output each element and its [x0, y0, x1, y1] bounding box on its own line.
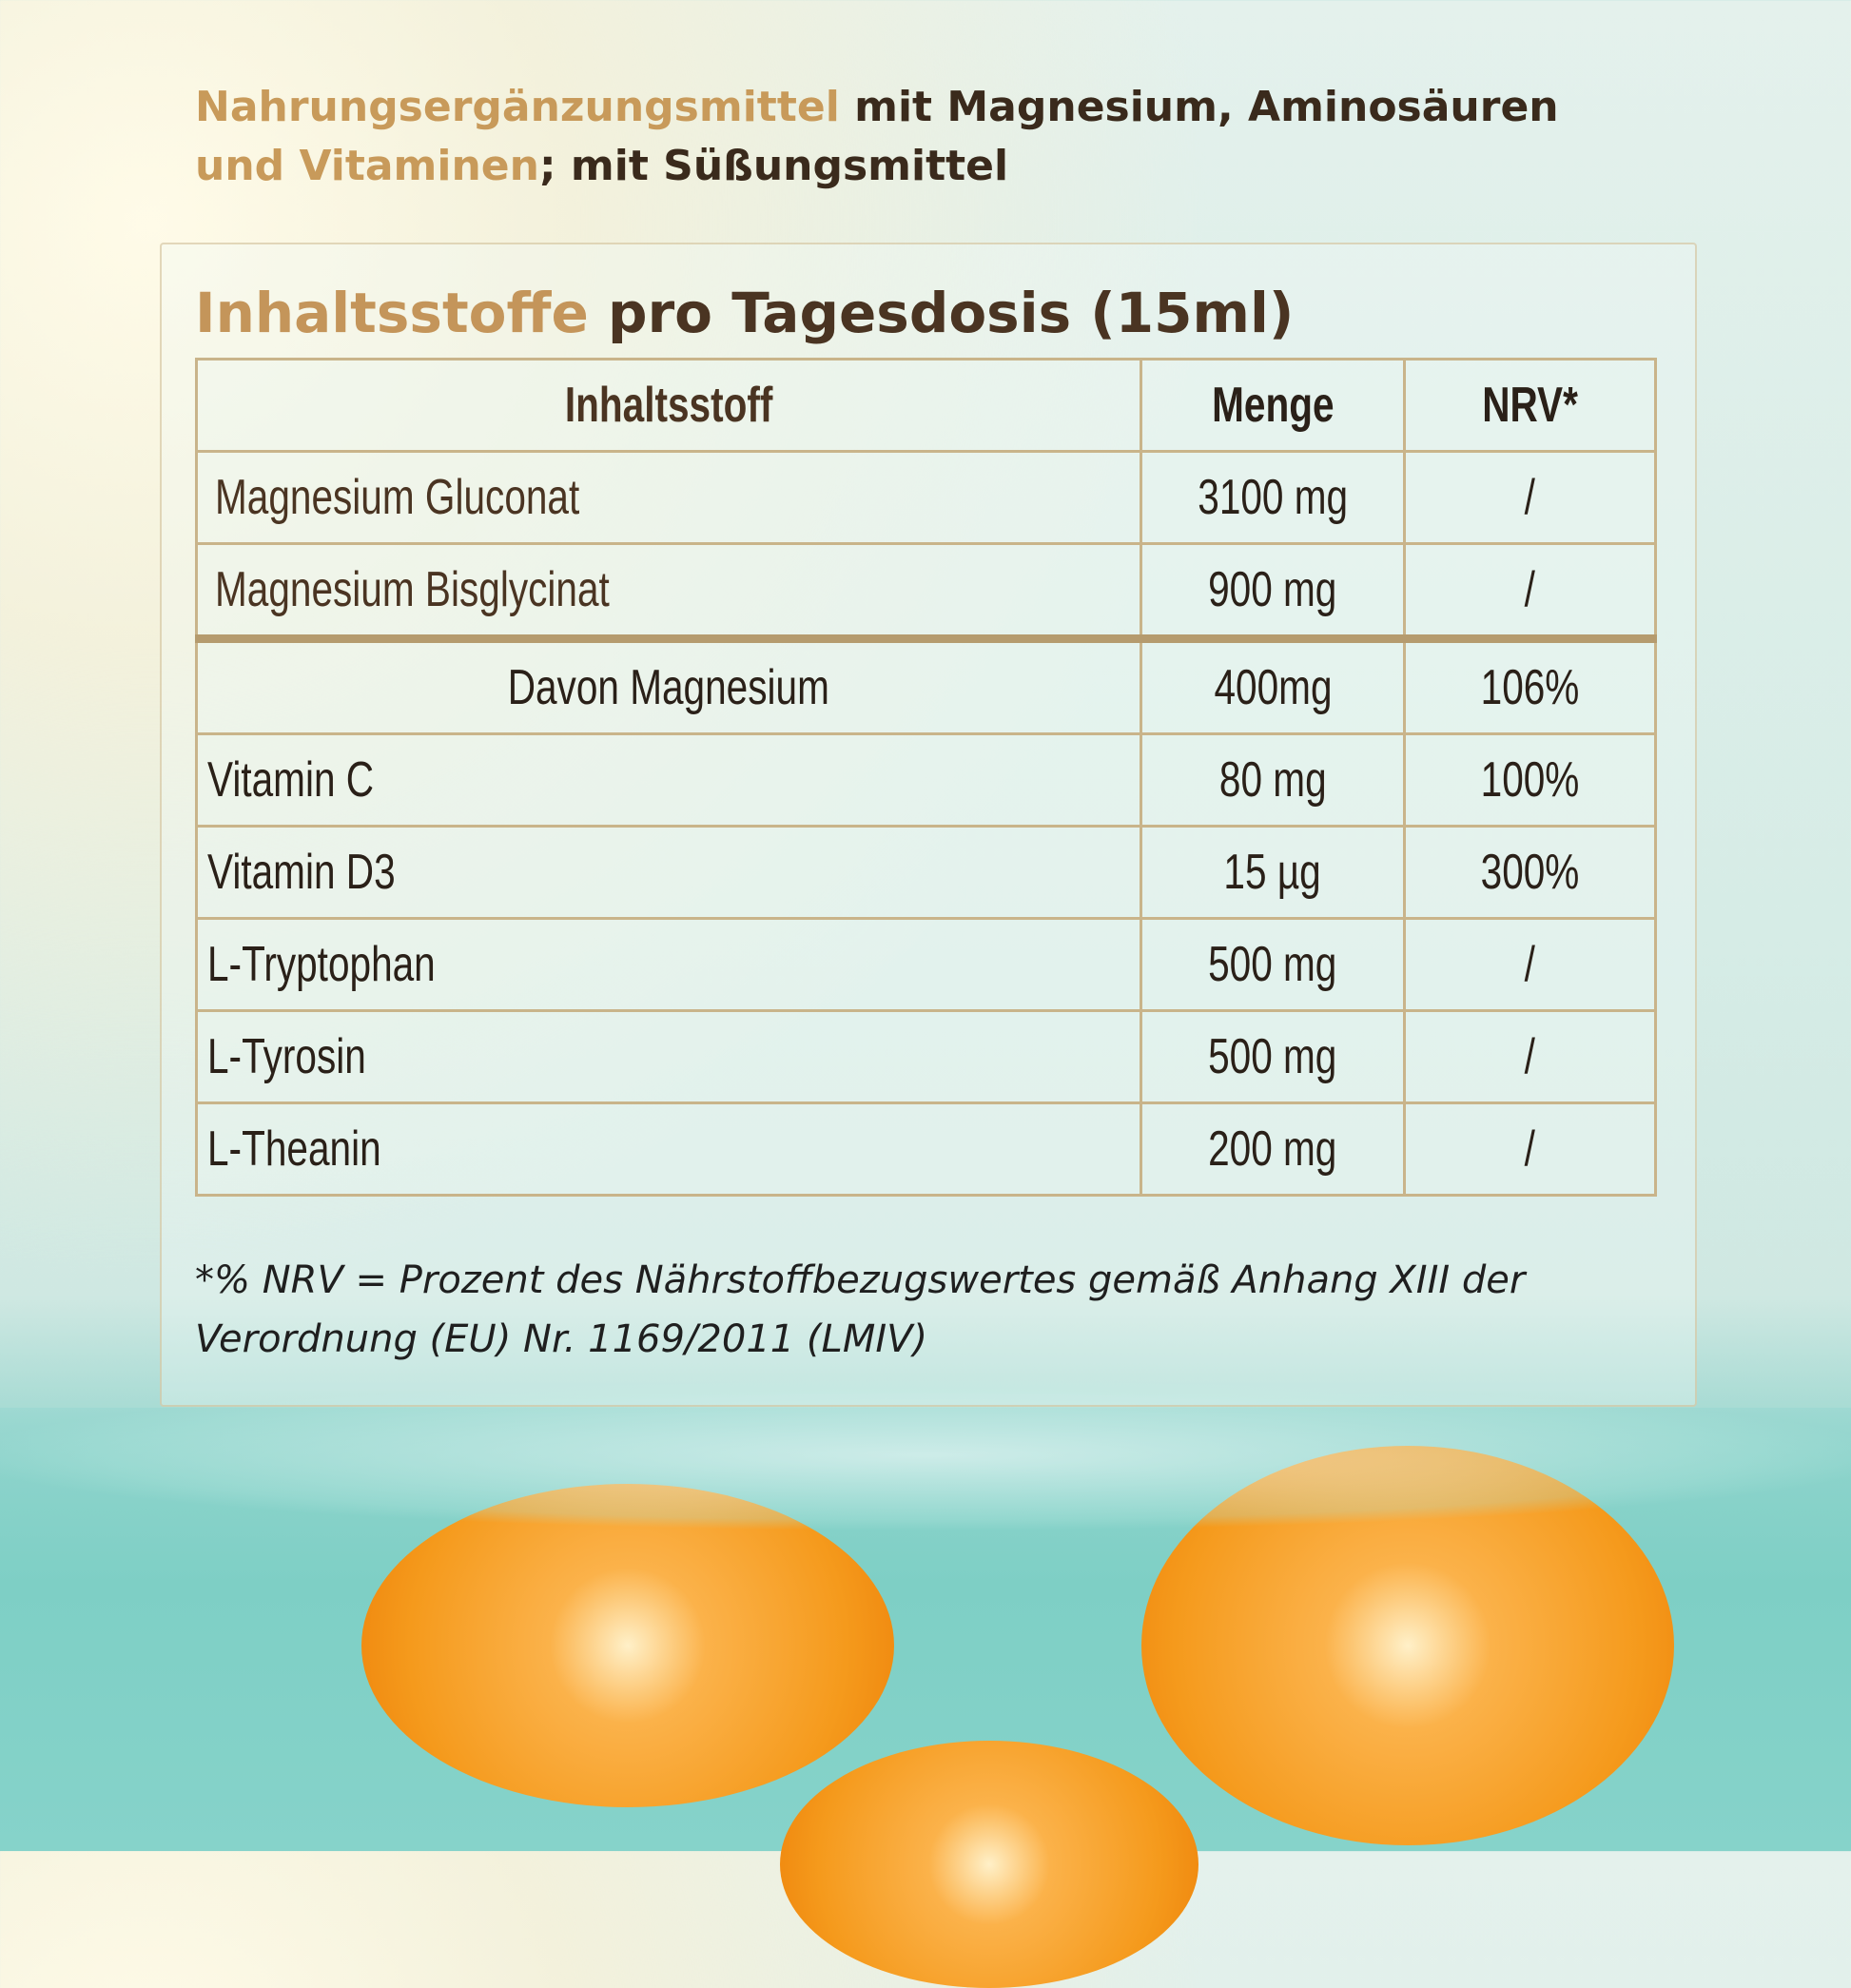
- table-header-row: Inhaltsstoff Menge NRV*: [195, 358, 1657, 453]
- ingredient-nrv: /: [1403, 542, 1657, 640]
- table-row: Vitamin D3 15 µg 300%: [195, 825, 1657, 920]
- table-row: L-Theanin 200 mg /: [195, 1101, 1657, 1197]
- ingredient-amount: 500 mg: [1139, 1009, 1407, 1104]
- ingredient-amount: 200 mg: [1139, 1101, 1407, 1197]
- title-dark-2: ; mit Süßungsmittel: [538, 142, 1009, 190]
- product-description: Nahrungsergänzungsmittel mit Magnesium, …: [195, 78, 1622, 196]
- table-heading: Inhaltsstoffe pro Tagesdosis (15ml): [195, 281, 1294, 345]
- water-wave: [0, 1379, 1851, 1531]
- ingredient-nrv: /: [1403, 450, 1657, 545]
- table-row: L-Tyrosin 500 mg /: [195, 1009, 1657, 1104]
- ingredient-name: L-Theanin: [195, 1101, 1142, 1197]
- ingredients-table: Inhaltsstoff Menge NRV* Magnesium Glucon…: [195, 358, 1657, 1197]
- table-row: Magnesium Bisglycinat 900 mg /: [195, 542, 1657, 640]
- ingredient-amount: 15 µg: [1139, 825, 1407, 920]
- orange-slice-bottom: [780, 1741, 1198, 1988]
- header-ingredient: Inhaltsstoff: [195, 358, 1142, 453]
- ingredient-nrv: /: [1403, 1101, 1657, 1197]
- ingredient-name: Davon Magnesium: [195, 634, 1142, 735]
- table-row: L-Tryptophan 500 mg /: [195, 917, 1657, 1012]
- title-gold-1: Nahrungsergänzungsmittel: [195, 83, 840, 131]
- ingredient-name: Magnesium Bisglycinat: [195, 542, 1142, 640]
- ingredient-nrv: 106%: [1403, 634, 1657, 735]
- table-row: Davon Magnesium 400mg 106%: [195, 634, 1657, 735]
- title-gold-2: und Vitaminen: [195, 142, 539, 190]
- heading-gold: Inhaltsstoffe: [195, 281, 589, 345]
- footnote: *% NRV = Prozent des Nährstoffbezugswert…: [195, 1258, 1526, 1361]
- ingredient-name: Vitamin C: [195, 732, 1142, 828]
- ingredient-amount: 80 mg: [1139, 732, 1407, 828]
- ingredient-nrv: 300%: [1403, 825, 1657, 920]
- title-dark-1: mit Magnesium, Aminosäuren: [839, 83, 1559, 131]
- ingredient-name: L-Tryptophan: [195, 917, 1142, 1012]
- table-row: Vitamin C 80 mg 100%: [195, 732, 1657, 828]
- ingredient-amount: 900 mg: [1139, 542, 1407, 640]
- ingredient-nrv: /: [1403, 1009, 1657, 1104]
- ingredient-name: Vitamin D3: [195, 825, 1142, 920]
- ingredient-amount: 500 mg: [1139, 917, 1407, 1012]
- header-nrv: NRV*: [1403, 358, 1657, 453]
- ingredient-amount: 400mg: [1139, 634, 1407, 735]
- ingredient-nrv: /: [1403, 917, 1657, 1012]
- header-amount: Menge: [1139, 358, 1407, 453]
- ingredient-amount: 3100 mg: [1139, 450, 1407, 545]
- ingredient-name: Magnesium Gluconat: [195, 450, 1142, 545]
- heading-dark: pro Tagesdosis (15ml): [588, 281, 1295, 345]
- orange-slice-left: [361, 1484, 894, 1807]
- ingredient-nrv: 100%: [1403, 732, 1657, 828]
- table-row: Magnesium Gluconat 3100 mg /: [195, 450, 1657, 545]
- ingredient-name: L-Tyrosin: [195, 1009, 1142, 1104]
